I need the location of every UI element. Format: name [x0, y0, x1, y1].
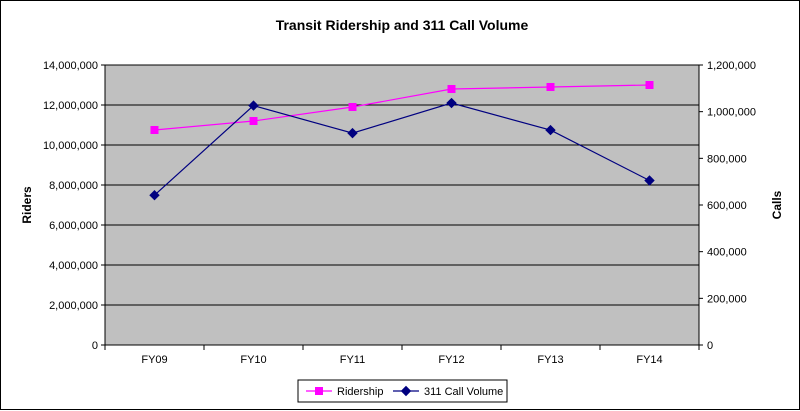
311-call-volume-point — [545, 124, 556, 136]
right-tick-label: 400,000 — [707, 247, 747, 259]
left-axis-title: Riders — [20, 186, 34, 224]
x-tick-label: FY14 — [636, 354, 662, 366]
left-tick-label: 14,000,000 — [43, 60, 98, 72]
legend-marker-ridership — [315, 387, 323, 395]
right-axis: 0 200,000 400,000 600,000 800,000 1,000,000 1,… — [698, 60, 756, 352]
x-tick-label: FY12 — [438, 354, 464, 366]
right-axis-title: Calls — [770, 190, 784, 219]
left-tick-label: 8,000,000 — [49, 180, 98, 192]
right-tick-label: 800,000 — [707, 153, 747, 165]
right-tick-label: 200,000 — [707, 293, 747, 305]
left-tick-label: 10,000,000 — [43, 140, 98, 152]
right-tick-label: 0 — [707, 340, 713, 352]
ridership-point — [249, 117, 258, 125]
311-call-volume-point — [149, 189, 160, 201]
plot-area — [104, 64, 700, 346]
legend: Ridership 311 Call Volume — [297, 379, 508, 403]
gridlines — [105, 64, 699, 306]
311-call-volume-point — [347, 127, 358, 139]
left-tick-label: 6,000,000 — [49, 220, 98, 232]
left-tick-label: 4,000,000 — [49, 260, 98, 272]
ridership-point — [645, 81, 654, 89]
311-call-volume-point — [446, 97, 457, 109]
right-tick-label: 1,000,000 — [707, 107, 756, 119]
ridership-point — [150, 126, 159, 134]
x-axis: FY09 FY10 FY11 FY12 FY13 FY14 — [104, 344, 700, 366]
ridership-point — [447, 85, 456, 93]
ridership-point — [546, 83, 555, 91]
left-tick-label: 0 — [92, 340, 98, 352]
311-call-volume-line — [154, 102, 650, 196]
series-layer — [149, 81, 655, 201]
legend-marker-311-call-volume — [400, 385, 412, 397]
x-tick-label: FY10 — [240, 354, 266, 366]
311-call-volume-point — [248, 100, 259, 111]
x-tick-label: FY11 — [340, 354, 365, 366]
ridership-line — [154, 84, 650, 131]
ridership-point — [348, 103, 357, 111]
chart-title: Transit Ridership and 311 Call Volume — [276, 17, 529, 33]
legend-label-ridership: Ridership — [337, 386, 383, 398]
left-tick-label: 12,000,000 — [43, 100, 98, 112]
right-tick-label: 1,200,000 — [707, 60, 756, 72]
left-tick-label: 2,000,000 — [49, 300, 98, 312]
legend-label-311-call-volume: 311 Call Volume — [424, 386, 503, 398]
x-tick-label: FY09 — [141, 354, 167, 366]
right-tick-label: 600,000 — [707, 200, 747, 212]
x-tick-label: FY13 — [537, 354, 563, 366]
311-call-volume-point — [644, 175, 655, 186]
left-axis: 0 2,000,000 4,000,000 6,000,000 8,000,000 10,… — [43, 60, 106, 352]
